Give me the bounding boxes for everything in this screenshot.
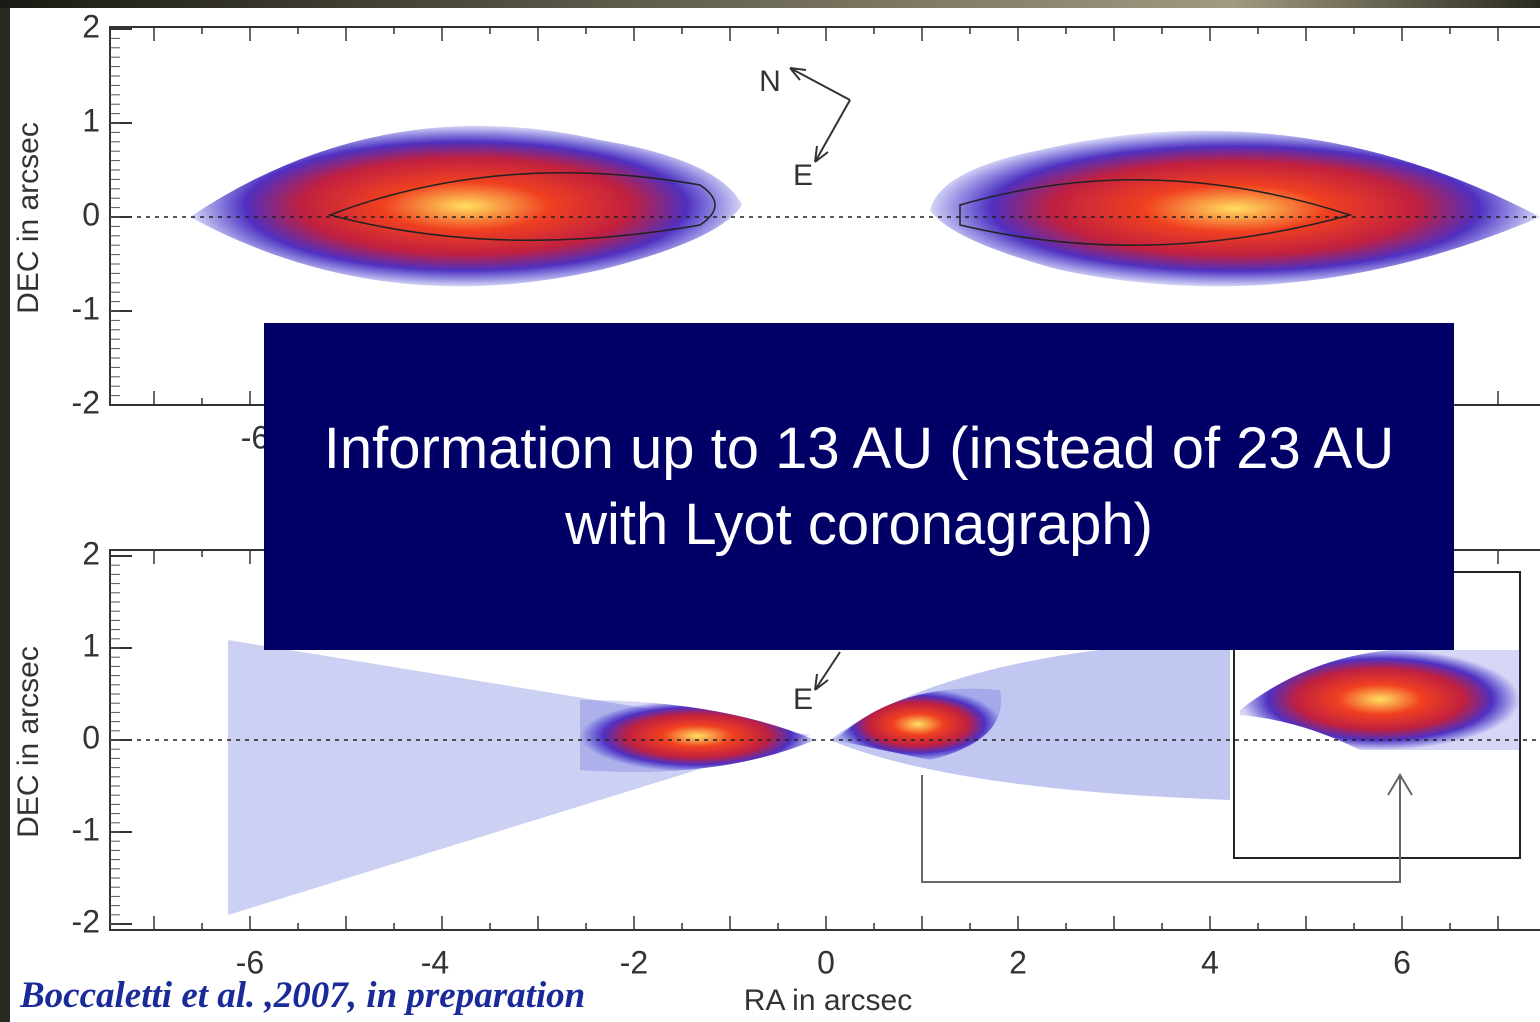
y-tick-label: 0	[82, 719, 100, 755]
y-tick-label: -2	[72, 903, 100, 939]
x-tick-label: 6	[1393, 944, 1411, 980]
y-tick-label: -2	[72, 384, 100, 420]
y-tick-label: 2	[82, 535, 100, 571]
compass-label: N	[759, 65, 781, 98]
y-tick-label: -1	[72, 290, 100, 326]
y-tick-label: 1	[82, 627, 100, 663]
x-tick-label: 0	[817, 944, 835, 980]
citation: Boccaletti et al. ,2007, in preparation	[20, 974, 585, 1017]
x-tick-label: 2	[1009, 944, 1027, 980]
y-axis-label: DEC in arcsec	[12, 122, 45, 314]
slide: N E E -6 RA in arcsec 210-1-2DEC in arcs…	[0, 0, 1540, 1022]
y-tick-label: 1	[82, 102, 100, 138]
top-bar	[0, 0, 1540, 8]
compass-label: E	[793, 683, 813, 716]
x-axis-label: RA in arcsec	[744, 984, 912, 1017]
y-tick-label: -1	[72, 811, 100, 847]
y-tick-label: 2	[82, 8, 100, 44]
overlay-box: Information up to 13 AU (instead of 23 A…	[264, 323, 1454, 650]
y-axis-label: DEC in arcsec	[12, 646, 45, 838]
compass-label: E	[793, 159, 813, 192]
y-tick-label: 0	[82, 196, 100, 232]
x-tick-label: -2	[620, 944, 648, 980]
x-tick-label: 4	[1201, 944, 1219, 980]
